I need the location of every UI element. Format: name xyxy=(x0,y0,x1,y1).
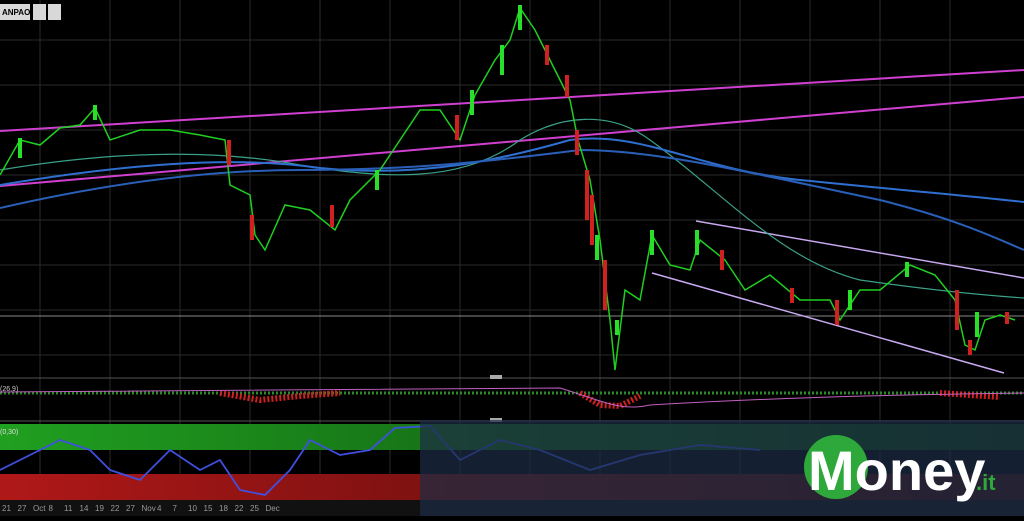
x-tick-label: 10 xyxy=(188,504,197,513)
refresh-button[interactable] xyxy=(33,4,46,20)
macd-histogram-negative xyxy=(219,390,1001,410)
bearish-candles xyxy=(227,45,1009,355)
moving-average xyxy=(0,118,1024,299)
logo-overlay xyxy=(420,420,1024,516)
x-tick-label: 15 xyxy=(204,504,213,513)
channel-line xyxy=(651,272,1005,374)
bullish-candles xyxy=(18,5,979,337)
x-tick-label: 22 xyxy=(235,504,244,513)
x-tick-label: 22 xyxy=(111,504,120,513)
x-tick-label: 27 xyxy=(18,504,27,513)
channel-line xyxy=(695,220,1024,279)
settings-button[interactable] xyxy=(48,4,61,20)
x-tick-label: 18 xyxy=(219,504,228,513)
x-tick-label: 21 xyxy=(2,504,11,513)
x-tick-label: Oct xyxy=(33,504,46,513)
x-tick-label: 14 xyxy=(80,504,89,513)
moving-average xyxy=(0,137,1024,203)
x-tick-label: 27 xyxy=(126,504,135,513)
x-axis-labels: 21 27 Oct 8 11 14 19 22 27 Nov 4 7 10 15 18 22 25 Dec xyxy=(2,504,280,513)
logo-suffix: .it xyxy=(976,470,996,495)
logo-circle xyxy=(804,435,868,499)
x-tick-label: 4 xyxy=(157,504,162,513)
x-tick-label: 7 xyxy=(173,504,178,513)
moving-average xyxy=(0,148,1024,251)
x-tick-label: 25 xyxy=(250,504,259,513)
macd-label: (26,9) xyxy=(0,386,18,393)
oscillator-label: (0,30) xyxy=(0,429,18,436)
x-tick-label: 8 xyxy=(49,504,54,513)
x-tick-label: Nov xyxy=(142,504,156,513)
symbol: ANPAOLO xyxy=(2,8,41,17)
trend-line xyxy=(0,69,1024,132)
resize-handle[interactable] xyxy=(490,375,502,379)
logo-name: Money xyxy=(808,439,985,502)
x-tick-label: 11 xyxy=(64,504,73,513)
symbol-box xyxy=(0,4,30,20)
trend-line xyxy=(0,96,1024,187)
x-tick-label: 19 xyxy=(95,504,104,513)
x-tick-label: Dec xyxy=(266,504,280,513)
